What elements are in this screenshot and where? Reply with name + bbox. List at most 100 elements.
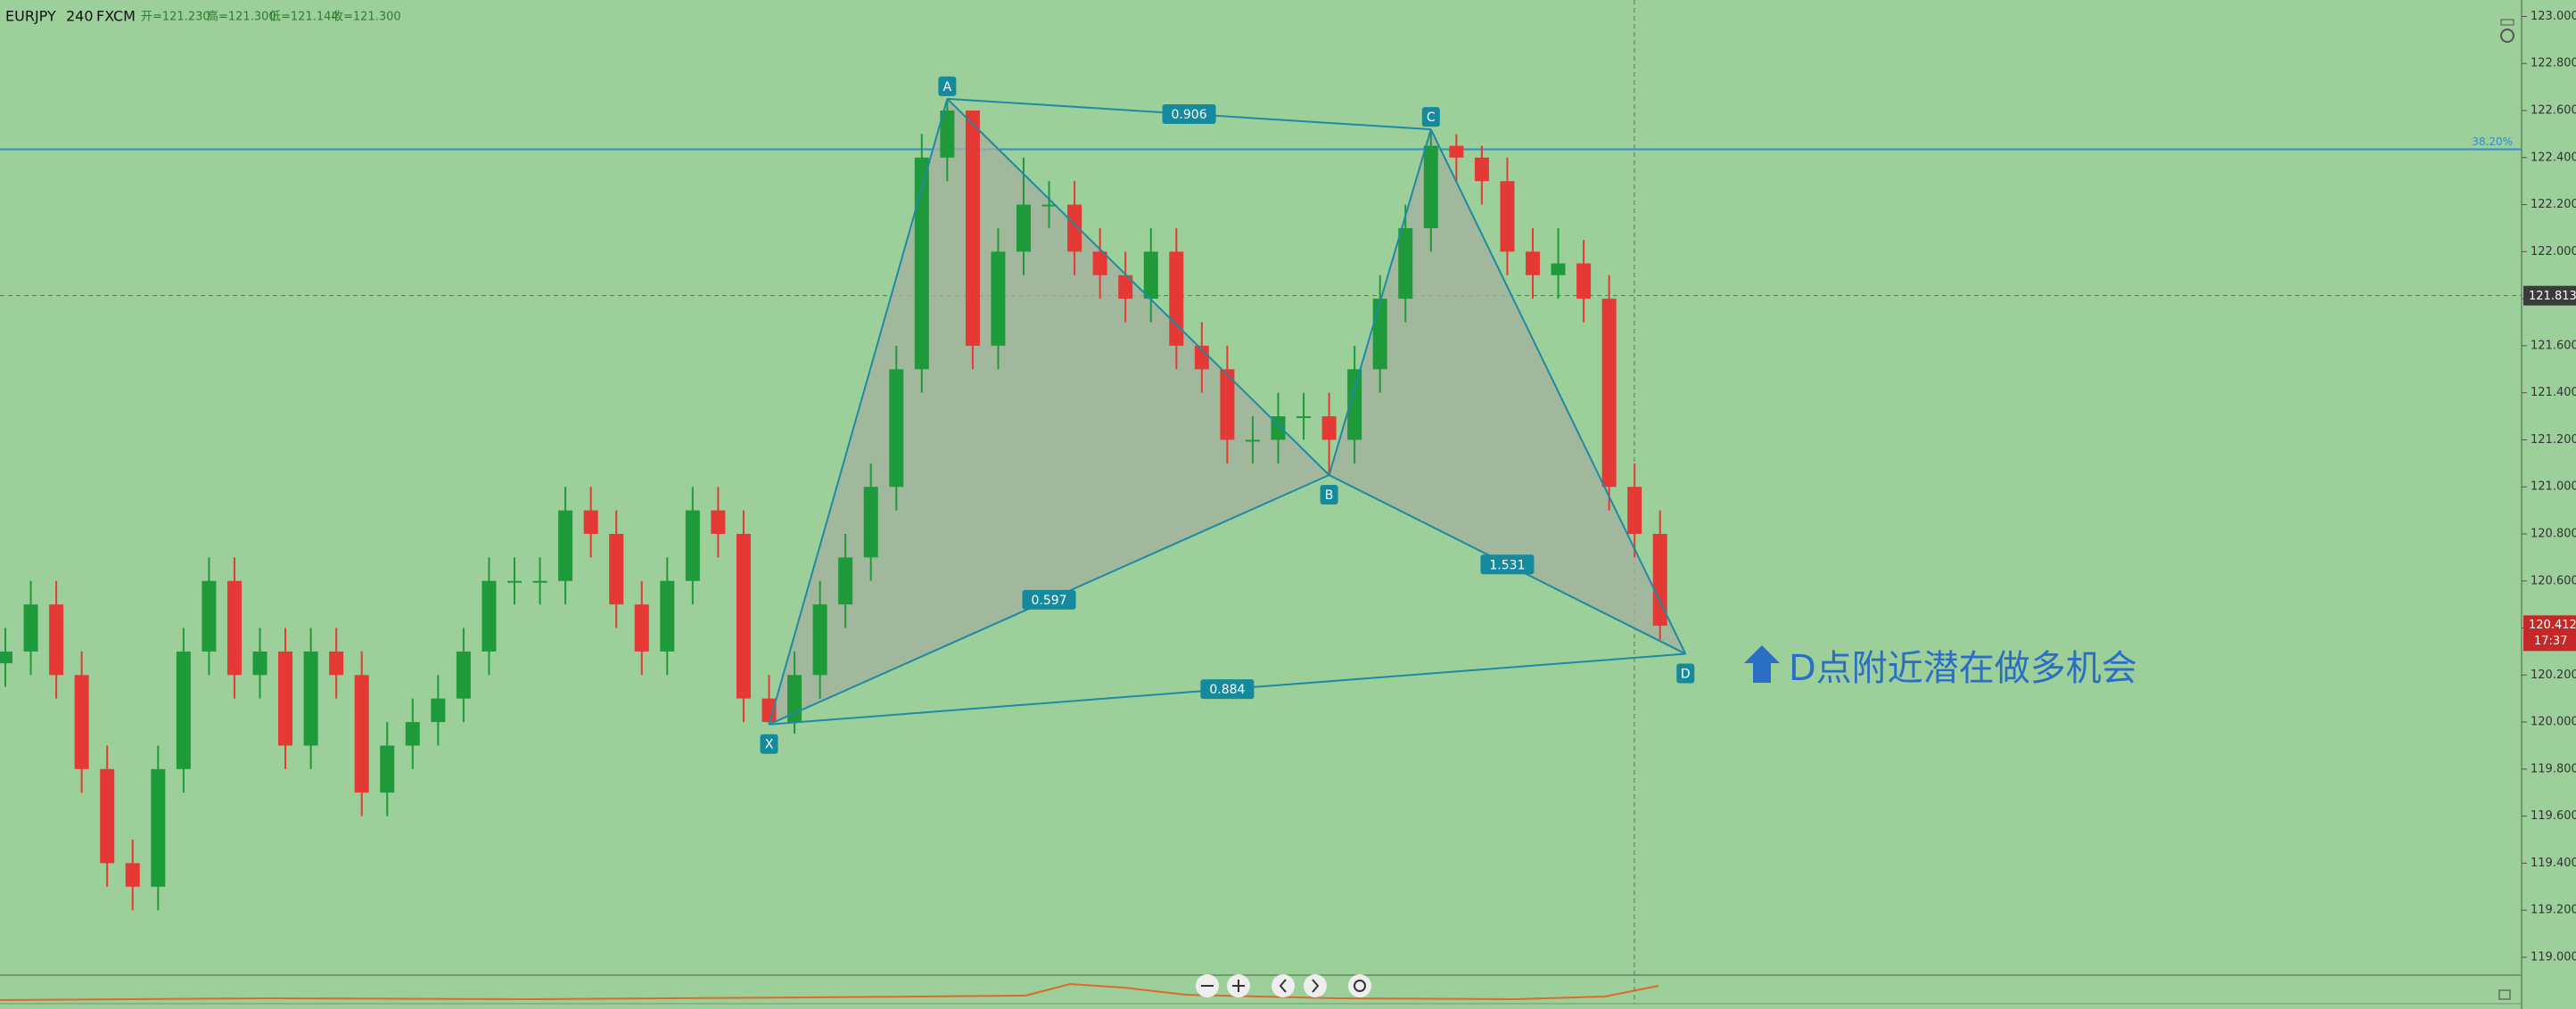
pattern-fill: [1329, 129, 1686, 654]
candle-body: [431, 698, 446, 723]
pattern-edge: [768, 98, 949, 725]
y-tick-label: 120.600: [2531, 574, 2576, 587]
candle-body: [532, 580, 547, 583]
candle-body: [100, 768, 115, 864]
crosshair-badge: [2523, 285, 2576, 306]
candle-body: [1143, 251, 1158, 299]
y-tick-label: 122.600: [2531, 104, 2576, 118]
candle-body: [863, 487, 878, 558]
point-marker: [1320, 485, 1338, 505]
y-tick-label: 119.200: [2531, 904, 2576, 917]
y-tick-label: 121.200: [2531, 433, 2576, 447]
y-tick-label: 119.600: [2531, 809, 2576, 823]
pattern-edge: [1328, 128, 1432, 476]
interval: 240: [66, 8, 94, 25]
ohlc-open: 开=121.230: [141, 11, 210, 24]
candle-body: [711, 510, 726, 534]
toolbar: [1196, 974, 1371, 997]
fullscreen-icon[interactable]: [2498, 989, 2511, 1000]
y-tick-label: 122.200: [2531, 198, 2576, 211]
candle-body: [761, 698, 777, 723]
candle-body: [1627, 487, 1642, 534]
candle-body: [736, 533, 751, 699]
pattern-fill: [769, 98, 1329, 725]
candle-body: [1016, 204, 1031, 252]
scroll-right-button[interactable]: [1304, 974, 1327, 997]
reset-button[interactable]: [1348, 974, 1371, 997]
candle-body: [0, 651, 12, 664]
candle-body: [1372, 299, 1387, 370]
candle-body: [1118, 275, 1133, 299]
candle-body: [660, 580, 675, 652]
ratio-label: 0.884: [1209, 683, 1245, 697]
candle-body: [176, 651, 191, 769]
indicator-line: [0, 982, 1659, 1001]
point-marker: [760, 734, 778, 754]
settings-icon[interactable]: [2500, 19, 2514, 26]
corner-icons: [2498, 19, 2514, 1000]
ratio-label: 0.597: [1032, 594, 1067, 608]
download-icon[interactable]: [2500, 29, 2514, 43]
annotation: D点附近潜在做多机会: [1744, 645, 2137, 689]
candle-body: [940, 111, 955, 158]
candle-body: [252, 651, 267, 676]
candle-body: [226, 580, 242, 676]
candle-body: [609, 533, 624, 605]
candle-body: [1423, 145, 1438, 228]
ohlc-close: 收=121.300: [332, 11, 401, 24]
candle-body: [1652, 533, 1667, 626]
fib-label: 38.20%: [2472, 135, 2513, 148]
candle-body: [1092, 251, 1107, 275]
candle-body: [812, 604, 827, 676]
candle-body: [456, 651, 471, 699]
y-tick-label: 122.800: [2531, 57, 2576, 70]
candle-body: [1526, 251, 1540, 275]
candle-body: [1398, 227, 1413, 299]
candle-body: [1041, 204, 1057, 207]
candle-body: [634, 604, 649, 652]
y-tick-label: 120.200: [2531, 669, 2576, 682]
candle-body: [1500, 181, 1515, 252]
candle-body: [1245, 439, 1260, 442]
point-marker: [1676, 663, 1695, 684]
y-tick-label: 119.800: [2531, 762, 2576, 775]
candle-body: [49, 604, 64, 676]
countdown: 17:37: [2534, 635, 2567, 648]
zoom-in-icon: [1232, 980, 1245, 992]
candle-body: [507, 580, 522, 583]
annotation-text: D点附近潜在做多机会: [1789, 648, 2137, 689]
candle-body: [583, 510, 598, 534]
candle-body: [1067, 204, 1082, 252]
ratio-label: 1.531: [1489, 558, 1525, 572]
candle-body: [1321, 416, 1337, 440]
point-label: A: [943, 80, 952, 94]
point-label: X: [765, 738, 774, 752]
point-label: C: [1427, 111, 1436, 125]
candle-body: [481, 580, 497, 652]
candle-body: [1347, 369, 1362, 440]
y-tick-label: 121.000: [2531, 480, 2576, 494]
scroll-left-button[interactable]: [1272, 974, 1295, 997]
candle-body: [329, 651, 344, 676]
ratio-label: 0.906: [1172, 108, 1207, 122]
candle-body: [991, 251, 1006, 346]
y-tick-label: 121.600: [2531, 339, 2576, 352]
y-tick-label: 121.400: [2531, 386, 2576, 399]
y-tick-label: 122.400: [2531, 151, 2576, 164]
candle-body: [74, 675, 89, 769]
candle-body: [1220, 369, 1235, 440]
candle-body: [1296, 416, 1312, 419]
pattern-edge: [946, 98, 1330, 476]
y-tick-label: 119.000: [2531, 950, 2576, 964]
y-tick-label: 120.800: [2531, 527, 2576, 540]
ratio-box: [1480, 554, 1535, 575]
candle-body: [838, 557, 853, 605]
source: FXCM: [96, 8, 136, 25]
crosshair-price: 121.813: [2529, 290, 2576, 303]
candle-body: [965, 111, 980, 346]
last-price-badge: [2523, 615, 2576, 652]
header: EURJPY 240 FXCM 开=121.230 高=121.300 低=12…: [5, 8, 401, 25]
ohlc-high: 高=121.300: [207, 10, 276, 24]
candle-body: [787, 675, 802, 723]
